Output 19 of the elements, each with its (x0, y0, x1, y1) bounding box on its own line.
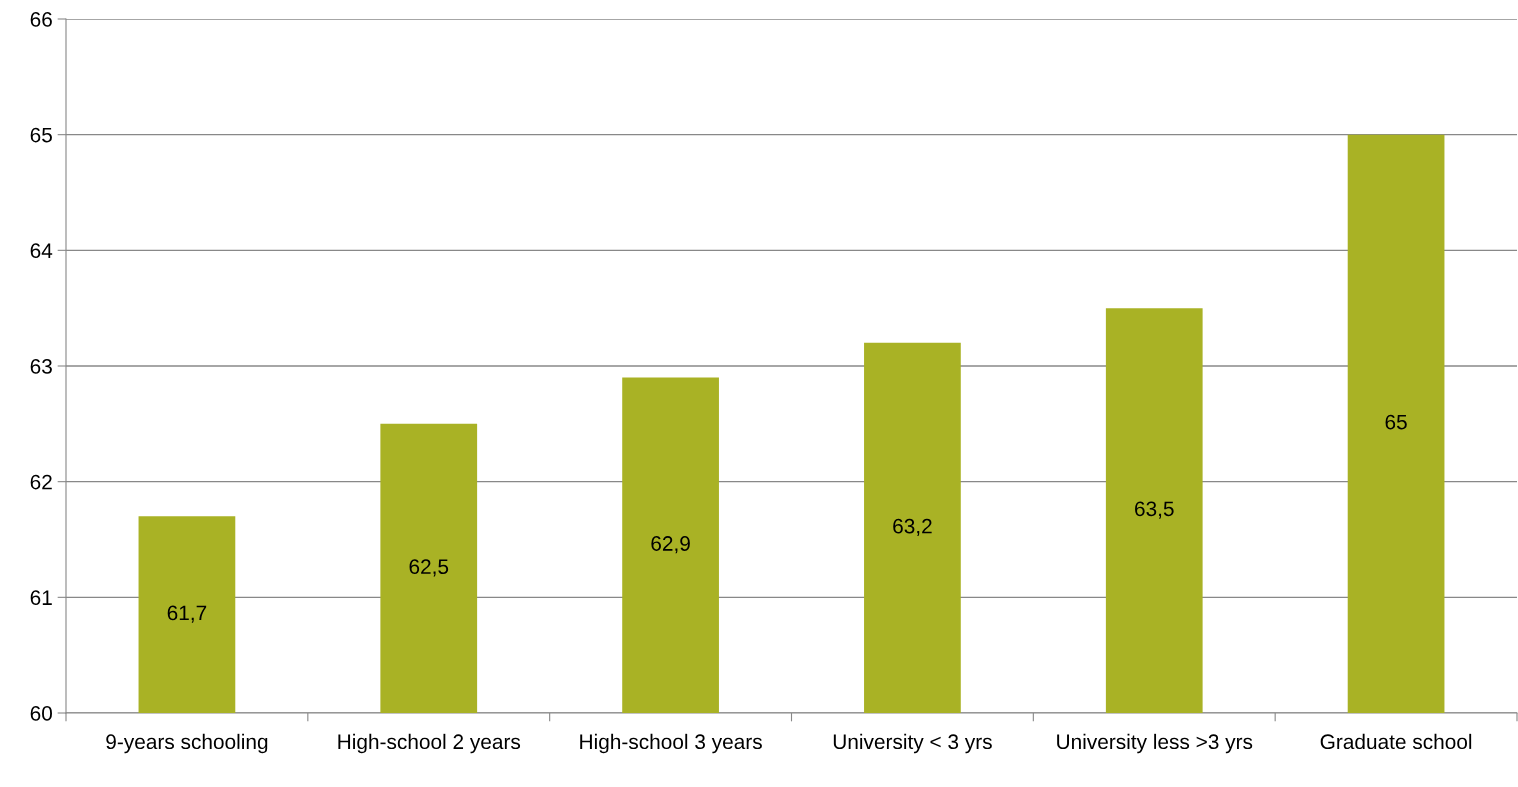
data-label: 65 (1385, 414, 1407, 430)
x-tick-label: High-school 3 years (580, 733, 762, 754)
y-tick-label: 62 (30, 474, 52, 490)
x-tick-label: University less >3 yrs (1057, 733, 1253, 754)
x-tick-label: University < 3 yrs (833, 733, 992, 754)
y-tick-label: 65 (30, 127, 52, 143)
data-label: 62,5 (409, 559, 449, 577)
y-tick-label: 66 (30, 12, 52, 27)
x-tick-label: Graduate school (1320, 733, 1472, 750)
x-tick-label: High-school 2 years (338, 733, 521, 754)
data-label: 62,9 (651, 536, 690, 554)
data-label: 61,7 (167, 605, 207, 623)
y-tick-label: 61 (30, 590, 52, 606)
x-tick-label: 9-years schooling (106, 733, 268, 754)
y-tick-label: 64 (30, 243, 53, 259)
data-label: 63,2 (893, 518, 932, 536)
y-tick-label: 60 (30, 706, 52, 721)
data-label: 63,5 (1135, 501, 1174, 519)
y-tick-label: 63 (30, 359, 52, 374)
